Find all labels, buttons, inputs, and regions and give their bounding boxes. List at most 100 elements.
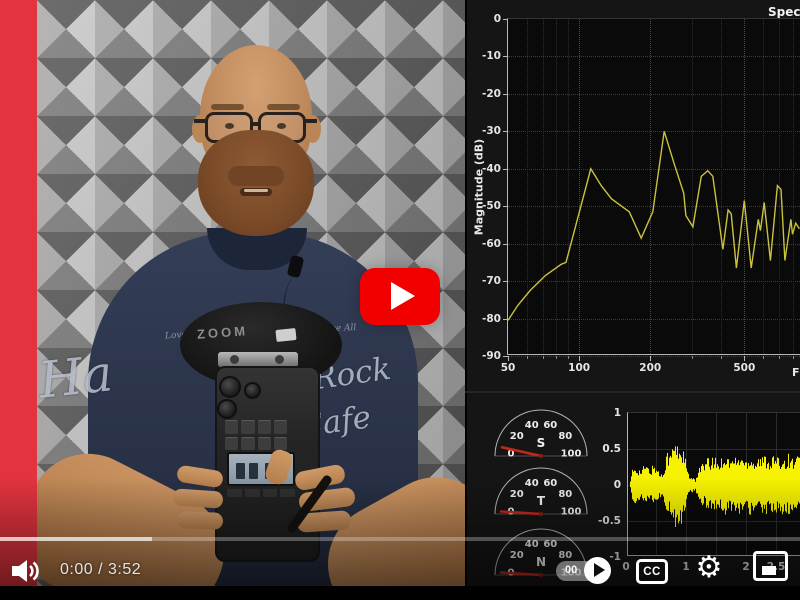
play-icon — [391, 282, 415, 310]
spectrum-xlabel-fragment: F — [792, 366, 800, 379]
spectrum-xtick-label: 50 — [500, 362, 516, 374]
chart-decoration — [503, 131, 508, 133]
chart-decoration — [568, 19, 570, 354]
chart-decoration — [568, 356, 570, 359]
person-eyebrow-right — [267, 104, 300, 110]
miniplayer-icon[interactable] — [753, 551, 788, 581]
chart-decoration — [556, 19, 558, 354]
chart-decoration — [508, 243, 800, 245]
settings-gear-icon[interactable]: ⚙ — [695, 550, 723, 585]
chart-decoration — [579, 19, 581, 354]
chart-decoration — [691, 19, 693, 354]
spectrum-ytick-label: -50 — [482, 200, 501, 213]
recorder-gain-knob — [217, 399, 237, 419]
person-eyebrow-left — [211, 104, 244, 110]
chart-decoration — [579, 356, 581, 361]
chart-decoration — [503, 19, 508, 20]
svg-text:100: 100 — [561, 449, 582, 460]
chart-decoration — [763, 19, 764, 354]
chart-decoration — [721, 19, 723, 354]
chart-decoration — [503, 356, 508, 357]
seek-bar-buffered — [0, 537, 152, 541]
waveform-ytick-label: 1 — [613, 407, 621, 419]
chart-decoration — [508, 356, 800, 357]
chart-decoration — [721, 356, 723, 359]
mic-mount-screw — [275, 355, 284, 364]
spectrum-ytick-label: -20 — [482, 87, 501, 100]
chart-decoration — [744, 356, 746, 361]
svg-text:60: 60 — [543, 420, 557, 431]
chart-decoration — [508, 318, 800, 320]
pill-text: 00 — [565, 564, 578, 576]
svg-text:0: 0 — [508, 449, 515, 460]
spectrum-ytick-label: -10 — [482, 50, 501, 63]
chart-decoration — [763, 356, 764, 359]
chart-decoration — [650, 19, 652, 354]
youtube-big-play-button[interactable] — [360, 268, 440, 325]
chart-decoration — [503, 93, 508, 95]
windscreen-label-patch — [275, 327, 297, 343]
closed-captions-button[interactable]: CC — [636, 559, 668, 584]
person-mouth — [240, 188, 272, 196]
chart-decoration — [508, 131, 800, 133]
chart-decoration — [650, 356, 652, 361]
shirt-text-big-left: Ha — [37, 344, 116, 410]
spectrum-xtick-label: 200 — [639, 362, 662, 374]
play-button[interactable] — [584, 557, 611, 584]
spectrum-ytick-label: -40 — [482, 162, 501, 175]
spectrum-ylabel: Magnitude (dB) — [472, 138, 486, 236]
chart-decoration — [503, 56, 508, 58]
chart-decoration — [778, 356, 780, 359]
figure-divider — [465, 391, 800, 393]
glasses-bridge — [251, 122, 260, 126]
chart-decoration — [508, 281, 800, 283]
chart-decoration — [792, 356, 794, 359]
time-display: 0:00 / 3:52 — [60, 561, 142, 578]
chart-decoration — [503, 318, 508, 320]
spectrum-ytick-label: -60 — [482, 237, 501, 250]
svg-text:80: 80 — [558, 431, 572, 442]
volume-icon[interactable] — [9, 557, 41, 585]
chart-decoration — [778, 19, 780, 354]
recorder-button-grid — [225, 420, 287, 450]
chart-decoration — [508, 56, 800, 58]
spectrum-ytick-label: 0 — [493, 13, 501, 25]
person-teeth — [244, 189, 268, 192]
chart-decoration — [508, 356, 509, 361]
chart-decoration — [503, 243, 508, 245]
letterbox-bottom — [0, 586, 800, 600]
chart-decoration — [744, 19, 746, 354]
svg-text:20: 20 — [510, 431, 524, 442]
chart-decoration — [628, 449, 800, 450]
mic-mount-screw — [230, 355, 239, 364]
chart-decoration — [542, 19, 544, 354]
chart-decoration — [508, 93, 800, 95]
chart-decoration — [503, 281, 508, 283]
spectrum-ytick-label: -70 — [482, 275, 501, 288]
seek-bar[interactable] — [0, 537, 800, 541]
chart-decoration — [526, 356, 528, 359]
spectrum-line — [508, 131, 800, 321]
spectrum-xtick-label: 100 — [568, 362, 591, 374]
glasses-temple-right — [304, 119, 317, 123]
spectrum-ytick-label: -30 — [482, 125, 501, 138]
chart-decoration — [503, 168, 508, 170]
spectrum-title: Spect — [768, 5, 800, 19]
spectrum-ytick-label: -80 — [482, 312, 501, 325]
chart-decoration — [542, 356, 544, 359]
person-mustache — [228, 166, 284, 186]
waveform-ytick-label: 0.5 — [602, 443, 621, 455]
chart-decoration — [526, 19, 528, 354]
person-eye-left — [225, 123, 234, 129]
miniplayer-inner-rect — [762, 566, 776, 575]
spectrum-xtick-label: 500 — [733, 362, 756, 374]
play-icon — [594, 563, 605, 577]
spectrum-plot: 0 -10 -20 -30 -40 -50 -60 -70 -80 -90 50 100 200 500 — [482, 13, 800, 374]
svg-text:40: 40 — [525, 420, 539, 431]
person-eye-right — [277, 123, 286, 129]
chart-decoration — [556, 356, 558, 359]
recorder-gain-knob — [244, 382, 261, 399]
svg-text:S: S — [537, 436, 546, 450]
